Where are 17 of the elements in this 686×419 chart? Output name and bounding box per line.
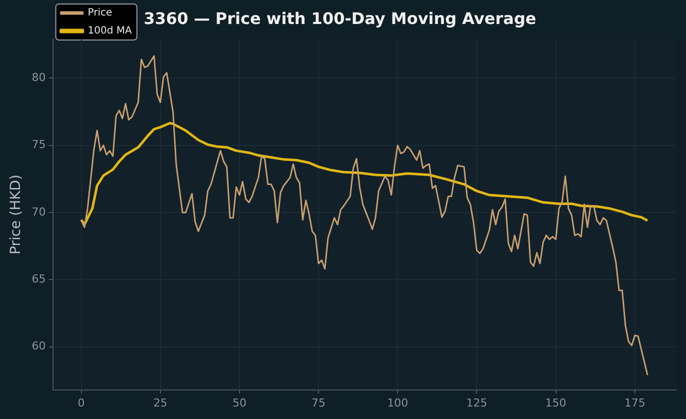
x-tick-label: 75 (312, 396, 326, 410)
legend-label: 100d MA (88, 26, 132, 37)
y-tick-label: 75 (32, 138, 46, 152)
x-tick-label: 25 (153, 396, 168, 410)
y-tick-label: 65 (32, 272, 46, 286)
y-axis-title: Price (HKD) (8, 174, 24, 255)
x-tick-label: 100 (387, 396, 408, 410)
x-tick-label: 175 (624, 396, 646, 410)
y-tick-label: 70 (32, 205, 46, 218)
chart-title: 3360 — Price with 100-Day Moving Average (144, 8, 536, 28)
legend-label: Price (88, 8, 112, 19)
x-tick-label: 150 (545, 396, 566, 410)
y-tick-label: 80 (32, 71, 46, 84)
x-tick-label: 50 (232, 396, 246, 410)
y-tick-label: 60 (32, 340, 46, 353)
x-tick-label: 0 (78, 396, 85, 410)
x-tick-label: 125 (466, 396, 488, 410)
